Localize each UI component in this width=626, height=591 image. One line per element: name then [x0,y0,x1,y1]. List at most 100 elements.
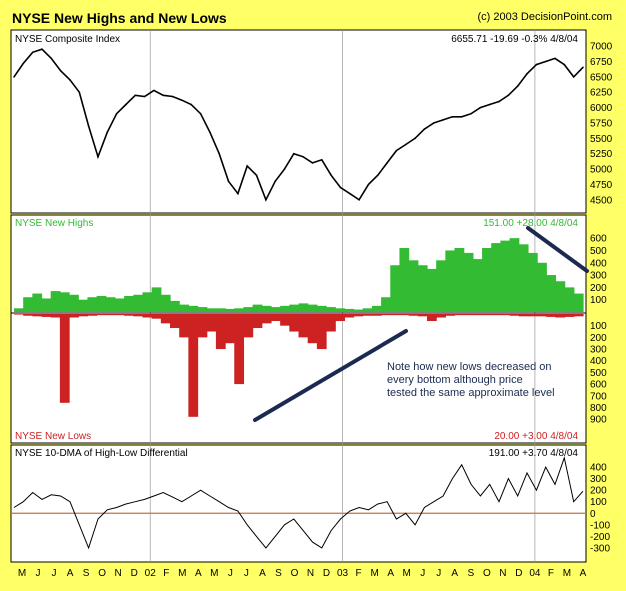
price-tick-label: 6750 [590,57,613,68]
diff-readout: 191.00 +3.70 4/8/04 [489,448,579,459]
lows-bar [289,314,300,332]
lows-bar [546,314,557,317]
x-tick-label: A [451,568,458,579]
lows-bar [436,314,446,318]
price-tick-label: 6250 [590,88,613,99]
x-tick-label: D [323,568,330,579]
lows-bar [491,314,502,316]
x-tick-label: N [115,568,122,579]
highs-bar [344,308,355,312]
price-point [470,112,472,115]
lows-bar [234,314,245,385]
x-tick-label: 03 [337,568,349,579]
price-point [293,152,295,155]
price-point [69,79,71,81]
highs-bar [298,303,309,312]
price-point [97,155,99,158]
diff-tick-label: -200 [590,532,610,543]
lows-bar [197,314,208,338]
x-tick-label: J [52,568,57,579]
x-tick-label: D [515,568,522,579]
highs-bar [96,296,107,312]
price-point [50,57,53,60]
x-tick-label: J [36,568,41,579]
highs-bar [280,305,290,312]
x-tick-label: F [356,568,362,579]
price-point [255,174,258,176]
lows-bar [243,314,254,338]
x-tick-label: A [259,568,266,579]
highs-bar [32,293,43,312]
lows-bar [527,314,538,317]
highs-bar [105,297,116,312]
price-point [330,174,332,176]
lows-tick-label: 800 [590,403,607,414]
lows-bar [500,314,511,316]
lows-tick-label: 300 [590,345,607,356]
price-point [451,116,454,118]
lows-tick-label: 400 [590,356,607,367]
x-tick-label: J [436,568,441,579]
copyright-text: (c) 2003 DecisionPoint.com [477,11,612,23]
highs-bar [243,307,254,312]
x-tick-label: D [131,568,138,579]
price-point [274,180,276,183]
lows-tick-label: 100 [590,321,607,332]
lows-bar [335,314,345,322]
highs-bar [261,305,272,312]
price-point [134,94,137,97]
lows-bar [105,314,116,316]
price-point [582,66,584,69]
lows-bar [353,314,364,317]
lows-bar [32,314,43,317]
highs-trend-line [526,226,589,273]
price-panel-title: NYSE Composite Index [15,34,120,45]
price-point [442,119,444,121]
price-point [125,103,127,106]
highs-tick-label: 400 [590,258,607,269]
highs-bar [78,299,89,312]
price-point [311,162,314,164]
lows-bar [344,314,355,318]
x-tick-label: F [163,568,169,579]
price-tick-label: 6500 [590,72,613,83]
lows-bar [225,314,235,344]
diff-tick-label: 0 [590,509,596,520]
lows-bar [316,314,327,350]
highs-bar [59,292,70,312]
x-tick-label: A [580,568,587,579]
highs-bar [289,304,300,312]
price-tick-label: 4750 [590,180,613,191]
highs-bar [225,308,235,312]
price-point [153,89,155,92]
lows-bar [14,314,24,315]
price-point [143,95,146,98]
x-tick-label: M [210,568,218,579]
price-point [181,99,183,102]
highs-bar [381,297,391,312]
price-point [386,162,388,164]
price-tick-label: 5250 [590,149,613,160]
price-point [376,174,379,176]
highs-bar [463,252,474,312]
lows-bar [215,314,226,350]
price-tick-label: 5500 [590,134,613,145]
highs-bar [188,305,199,312]
highs-bar [50,291,61,312]
price-panel [10,29,587,214]
lows-bar [188,314,199,417]
diff-tick-label: 100 [590,497,607,508]
annotation-line: Note how new lows decreased on [387,361,551,373]
diff-tick-label: 400 [590,463,607,474]
highs-panel-title: NYSE New Highs [15,218,93,229]
price-point [190,103,193,106]
price-point [339,186,342,189]
price-point [227,180,230,183]
lows-bar [114,314,125,316]
x-tick-label: N [499,568,506,579]
lows-bar [87,314,98,316]
price-tick-label: 5000 [590,165,613,176]
price-point [321,159,323,161]
lows-bar [133,314,144,317]
